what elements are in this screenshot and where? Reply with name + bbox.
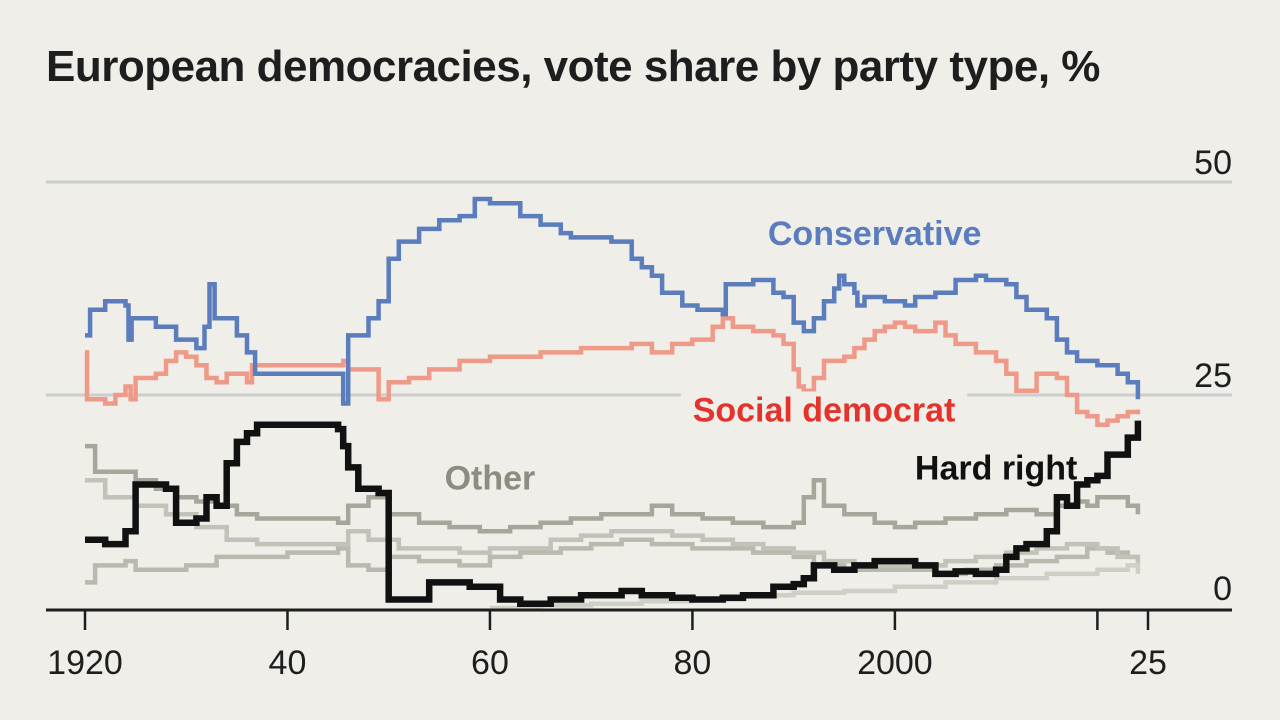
series-line-social-democrat	[84, 316, 1141, 428]
series-line-background	[85, 537, 1138, 585]
y-tick-label: 25	[1194, 357, 1232, 395]
series-line-background	[490, 563, 1141, 611]
x-tick-label: 25	[1129, 644, 1167, 682]
x-tick-label: 60	[471, 644, 509, 682]
x-tick-label: 80	[674, 644, 712, 682]
series-label-other: Other	[445, 460, 536, 498]
series-label-background	[680, 391, 968, 430]
series-line-background	[85, 477, 1141, 568]
series-line-other	[85, 443, 1141, 534]
y-tick-label: 50	[1194, 144, 1232, 182]
series-label-hard-right: Hard right	[915, 449, 1077, 487]
y-tick-label: 0	[1213, 570, 1232, 608]
series-label-social-democrat: Social democrat	[693, 391, 956, 429]
series-line-conservative	[85, 196, 1141, 406]
series-label-conservative: Conservative	[768, 215, 982, 253]
chart-title: European democracies, vote share by part…	[46, 42, 1100, 91]
series-line-hard-right	[85, 420, 1142, 607]
x-tick-label: 2000	[857, 644, 933, 682]
x-tick-label: 40	[269, 644, 307, 682]
x-tick-label: 1920	[47, 644, 123, 682]
